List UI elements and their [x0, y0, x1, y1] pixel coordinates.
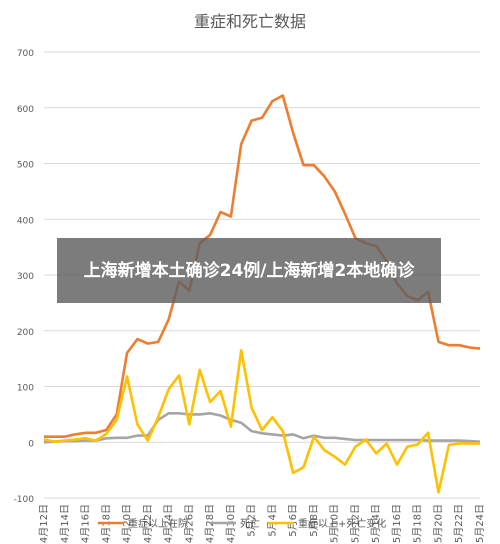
- x-tick-label: 5月2日: [246, 504, 258, 537]
- x-tick-label: 5月12日: [349, 504, 361, 543]
- x-tick-label: 5月10日: [329, 504, 341, 543]
- y-tick-label: 0: [28, 439, 34, 449]
- x-tick-label: 5月20日: [432, 504, 444, 543]
- x-tick-label: 5月6日: [287, 504, 299, 537]
- headline-text: 上海新增本土确诊24例/上海新增2本地确诊: [83, 260, 415, 281]
- headline-overlay: 上海新增本土确诊24例/上海新增2本地确诊: [57, 238, 441, 303]
- x-tick-label: 5月22日: [453, 504, 465, 543]
- y-tick-label: 700: [17, 49, 34, 59]
- legend: 重症以上在院 死亡 重症以上+死亡变化: [98, 517, 386, 530]
- x-tick-label: 4月12日: [38, 504, 50, 543]
- series-line-1: [43, 412, 481, 444]
- y-tick-label: -100: [14, 495, 35, 505]
- y-tick-label: 600: [17, 105, 34, 115]
- series-line-2: [43, 349, 480, 494]
- legend-label-2: 重症以上+死亡变化: [298, 517, 386, 530]
- y-axis-tick-labels: -100 0 100 200 300 400 500 600 700: [14, 49, 35, 505]
- x-tick-label: 5月24日: [474, 504, 486, 543]
- x-tick-label: 4月20日: [121, 504, 133, 543]
- legend-label-1: 死亡: [240, 517, 260, 530]
- x-tick-label: 5月14日: [370, 504, 382, 543]
- chart-title: 重症和死亡数据: [194, 12, 306, 31]
- x-tick-label: 5月18日: [412, 504, 424, 543]
- y-tick-label: 400: [17, 216, 34, 226]
- x-tick-label: 5月4日: [266, 504, 278, 537]
- y-tick-label: 300: [17, 272, 34, 282]
- x-tick-label: 4月22日: [142, 504, 154, 543]
- y-tick-label: 500: [17, 161, 34, 171]
- x-tick-label: 5月16日: [391, 504, 403, 543]
- x-tick-label: 4月16日: [80, 504, 92, 543]
- x-tick-label: 4月24日: [163, 504, 175, 543]
- x-tick-label: 4月14日: [59, 504, 71, 543]
- legend-label-0: 重症以上在院: [128, 517, 188, 530]
- y-tick-label: 200: [17, 328, 34, 338]
- y-tick-label: 100: [17, 384, 34, 394]
- x-tick-label: 5月8日: [308, 504, 320, 537]
- x-tick-label: 4月26日: [183, 504, 195, 543]
